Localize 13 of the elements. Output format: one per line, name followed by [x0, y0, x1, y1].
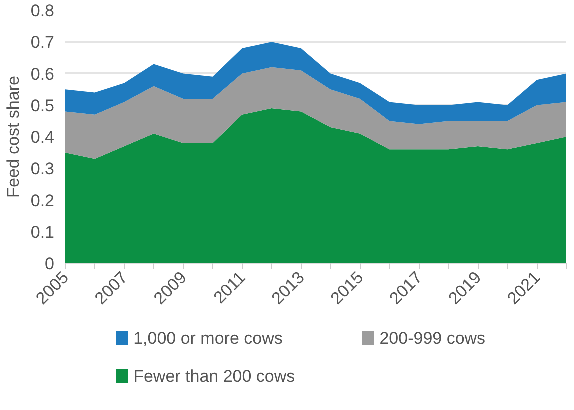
y-tick-label: 0.2: [30, 191, 55, 210]
y-tick-label: 0.8: [30, 2, 55, 20]
y-tick-label: 0.3: [30, 160, 55, 179]
legend-label: 200-999 cows: [380, 329, 486, 348]
y-tick-label: 0.4: [30, 128, 55, 147]
y-tick-label: 0.5: [30, 96, 55, 116]
legend-label: Fewer than 200 cows: [134, 367, 296, 386]
y-tick-label: 0.6: [30, 64, 55, 84]
y-axis-title: Feed cost share: [4, 76, 23, 198]
y-tick-label: 0.1: [30, 222, 55, 242]
y-tick-label: 0: [45, 254, 55, 274]
y-tick-label: 0.7: [30, 33, 55, 52]
legend-label: 1,000 or more cows: [134, 329, 283, 348]
